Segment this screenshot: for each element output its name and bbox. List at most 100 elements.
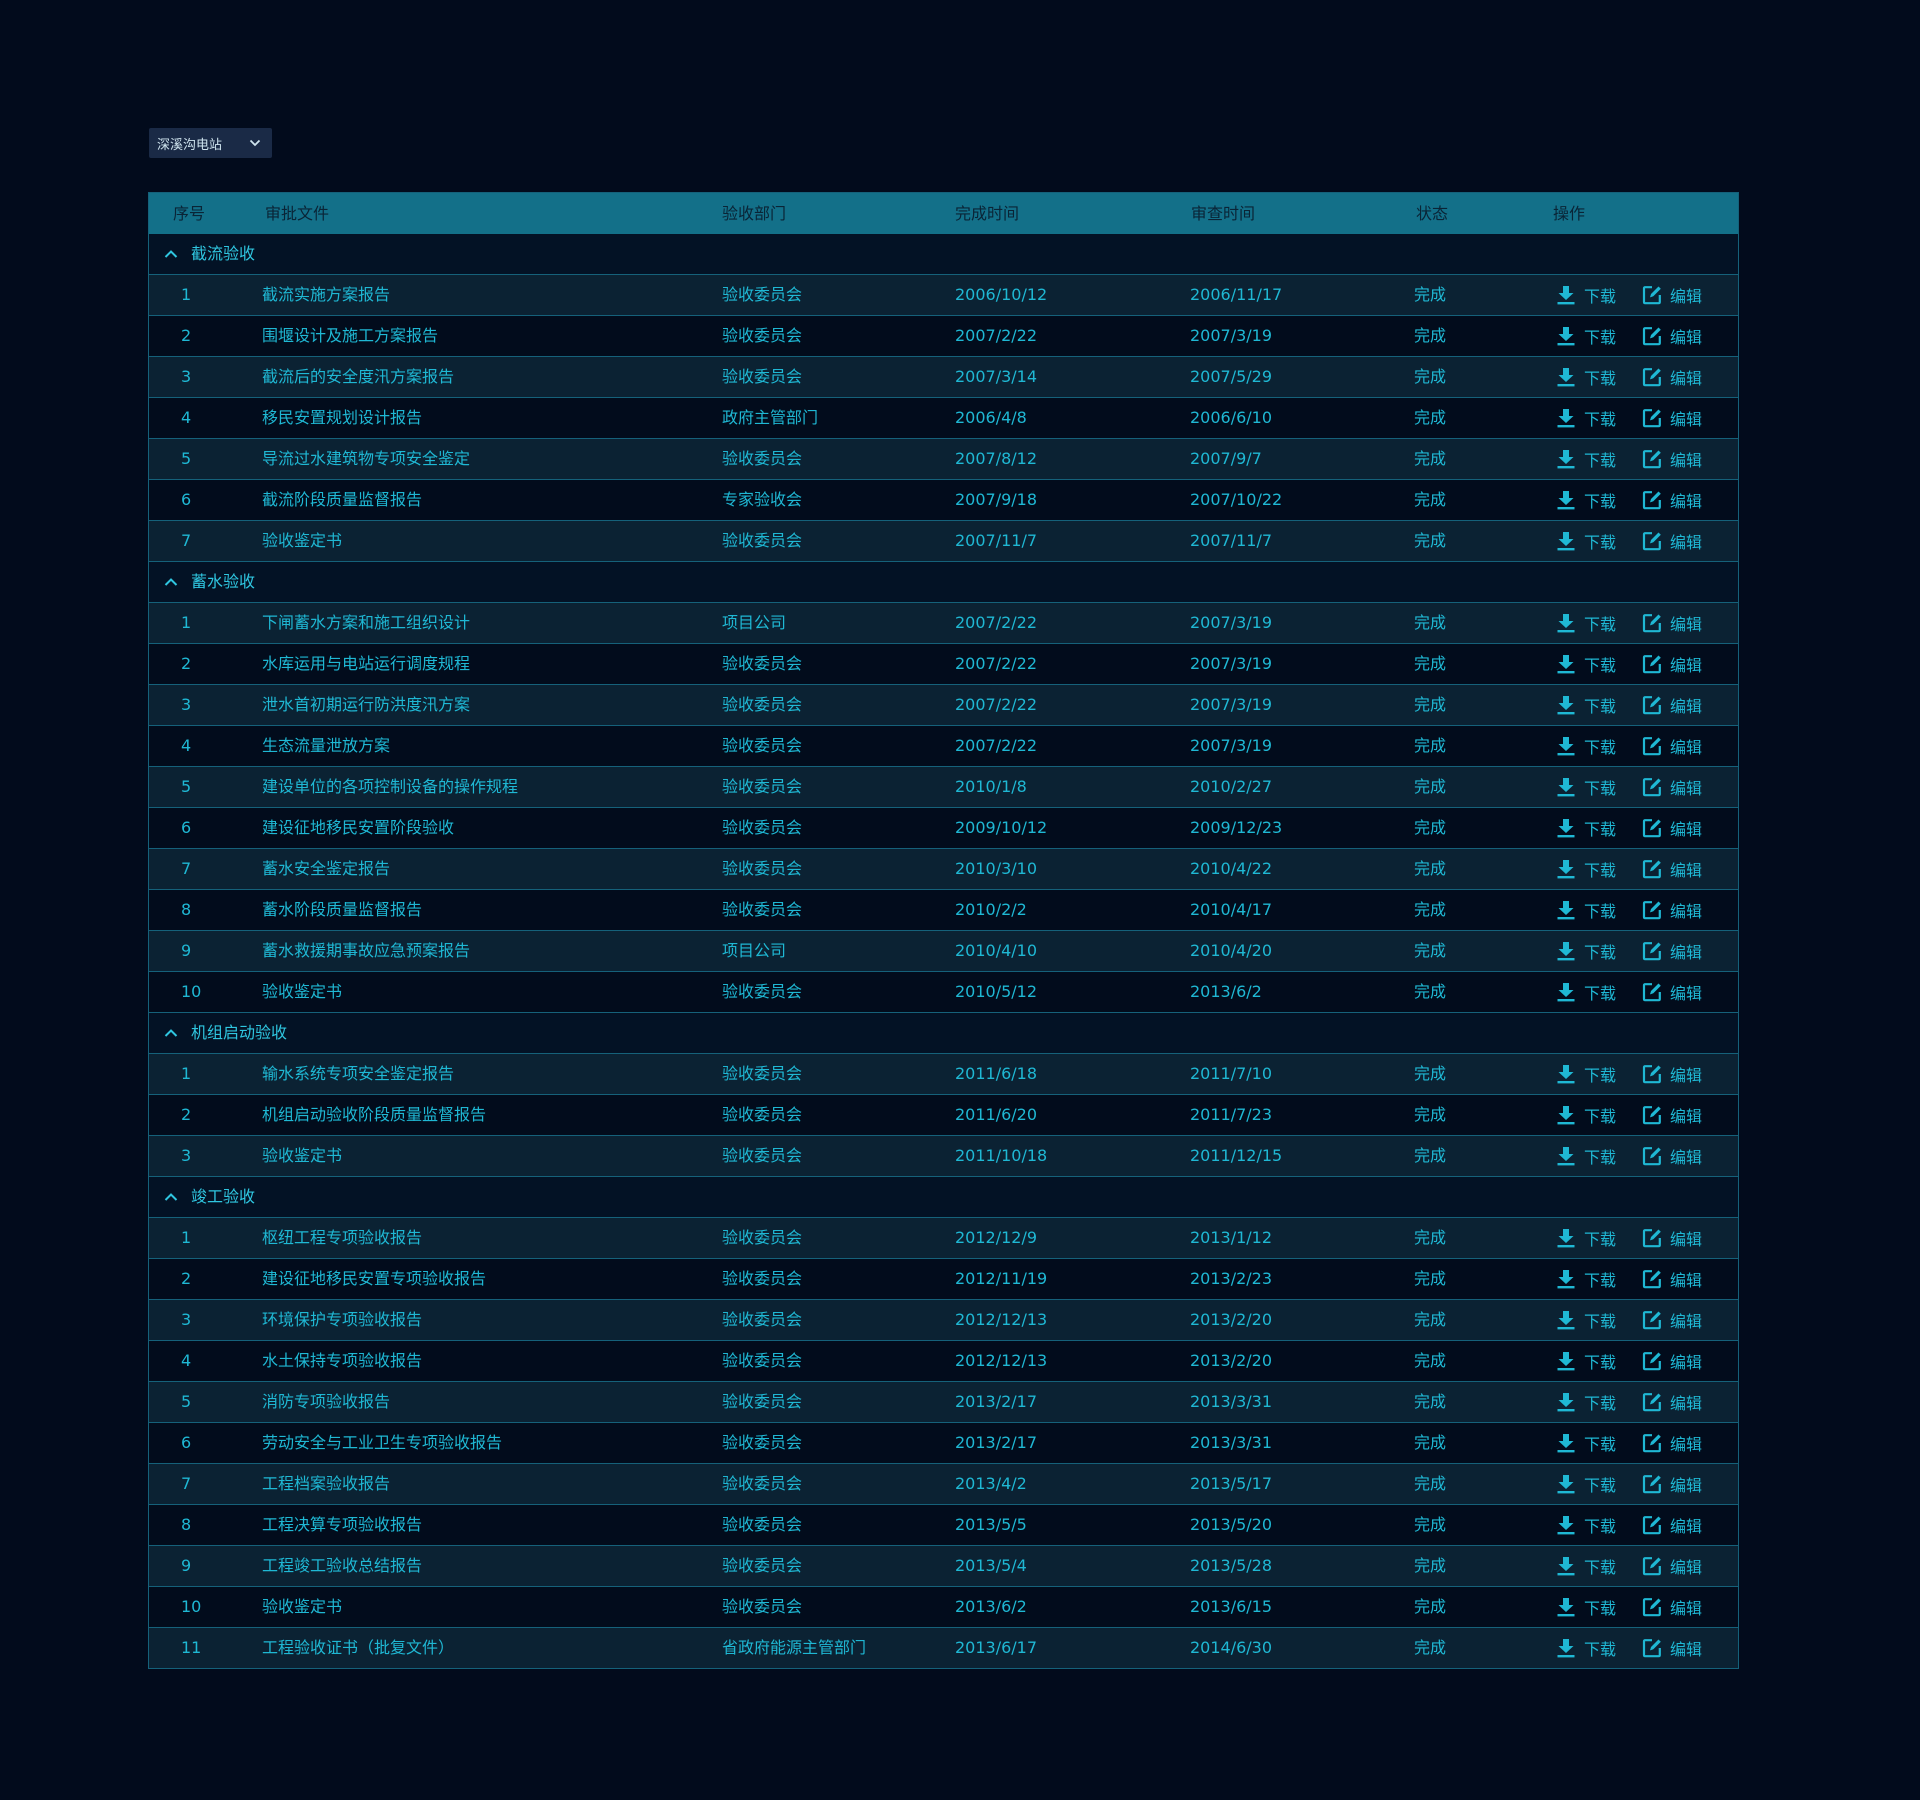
download-button[interactable]: 下载 [1555,644,1616,684]
edit-button[interactable]: 编辑 [1641,1300,1702,1340]
download-button[interactable]: 下载 [1555,767,1616,807]
edit-button[interactable]: 编辑 [1641,275,1702,315]
row-document-link[interactable]: 下闸蓄水方案和施工组织设计 [262,613,471,632]
download-button[interactable]: 下载 [1555,1259,1616,1299]
edit-button[interactable]: 编辑 [1641,685,1702,725]
row-document-link[interactable]: 工程决算专项验收报告 [262,1515,423,1534]
edit-button[interactable]: 编辑 [1641,1423,1702,1463]
download-button[interactable]: 下载 [1555,1382,1616,1422]
download-button[interactable]: 下载 [1555,480,1616,520]
edit-button[interactable]: 编辑 [1641,1628,1702,1668]
download-button[interactable]: 下载 [1555,1464,1616,1504]
download-button[interactable]: 下载 [1555,931,1616,971]
group-row[interactable]: 截流验收 [149,234,1738,275]
row-document-link[interactable]: 建设征地移民安置阶段验收 [262,818,455,837]
row-document-link[interactable]: 移民安置规划设计报告 [262,408,423,427]
edit-button[interactable]: 编辑 [1641,1341,1702,1381]
row-document-link[interactable]: 工程验收证书（批复文件） [262,1638,455,1657]
row-document-link[interactable]: 验收鉴定书 [262,982,343,1001]
edit-button[interactable]: 编辑 [1641,1587,1702,1627]
download-button[interactable]: 下载 [1555,1218,1616,1258]
download-button[interactable]: 下载 [1555,1136,1616,1176]
row-document-link[interactable]: 验收鉴定书 [262,1146,343,1165]
edit-button[interactable]: 编辑 [1641,972,1702,1012]
download-button[interactable]: 下载 [1555,1628,1616,1668]
download-button[interactable]: 下载 [1555,972,1616,1012]
row-document-link[interactable]: 蓄水救援期事故应急预案报告 [262,941,471,960]
edit-button[interactable]: 编辑 [1641,521,1702,561]
edit-button[interactable]: 编辑 [1641,808,1702,848]
row-document-link[interactable]: 机组启动验收阶段质量监督报告 [262,1105,487,1124]
edit-button[interactable]: 编辑 [1641,767,1702,807]
row-document-link[interactable]: 建设征地移民安置专项验收报告 [262,1269,487,1288]
edit-button[interactable]: 编辑 [1641,726,1702,766]
edit-button[interactable]: 编辑 [1641,316,1702,356]
download-button[interactable]: 下载 [1555,849,1616,889]
download-button[interactable]: 下载 [1555,726,1616,766]
edit-button[interactable]: 编辑 [1641,1095,1702,1135]
chevron-up-icon[interactable] [163,1189,179,1205]
chevron-up-icon[interactable] [163,574,179,590]
download-button[interactable]: 下载 [1555,398,1616,438]
download-button[interactable]: 下载 [1555,890,1616,930]
row-document-link[interactable]: 截流后的安全度汛方案报告 [262,367,455,386]
row-document-link[interactable]: 工程档案验收报告 [262,1474,391,1493]
edit-button[interactable]: 编辑 [1641,398,1702,438]
edit-button[interactable]: 编辑 [1641,357,1702,397]
row-document-link[interactable]: 水土保持专项验收报告 [262,1351,423,1370]
chevron-up-icon[interactable] [163,1025,179,1041]
group-row[interactable]: 机组启动验收 [149,1013,1738,1054]
row-document-link[interactable]: 消防专项验收报告 [262,1392,391,1411]
row-document-link[interactable]: 围堰设计及施工方案报告 [262,326,439,345]
download-button[interactable]: 下载 [1555,808,1616,848]
row-document-link[interactable]: 枢纽工程专项验收报告 [262,1228,423,1247]
edit-button[interactable]: 编辑 [1641,644,1702,684]
row-document-link[interactable]: 泄水首初期运行防洪度汛方案 [262,695,471,714]
download-button[interactable]: 下载 [1555,685,1616,725]
edit-button[interactable]: 编辑 [1641,439,1702,479]
row-document-link[interactable]: 蓄水安全鉴定报告 [262,859,391,878]
download-button[interactable]: 下载 [1555,1423,1616,1463]
row-document-link[interactable]: 导流过水建筑物专项安全鉴定 [262,449,471,468]
edit-button[interactable]: 编辑 [1641,1382,1702,1422]
edit-button[interactable]: 编辑 [1641,1259,1702,1299]
row-document-link[interactable]: 劳动安全与工业卫生专项验收报告 [262,1433,503,1452]
edit-button[interactable]: 编辑 [1641,849,1702,889]
row-document-link[interactable]: 验收鉴定书 [262,531,343,550]
edit-button[interactable]: 编辑 [1641,1505,1702,1545]
row-document-link[interactable]: 蓄水阶段质量监督报告 [262,900,423,919]
group-row[interactable]: 竣工验收 [149,1177,1738,1218]
edit-button[interactable]: 编辑 [1641,1546,1702,1586]
download-button[interactable]: 下载 [1555,1587,1616,1627]
edit-button[interactable]: 编辑 [1641,1464,1702,1504]
download-button[interactable]: 下载 [1555,1095,1616,1135]
edit-button[interactable]: 编辑 [1641,1218,1702,1258]
row-document-link[interactable]: 环境保护专项验收报告 [262,1310,423,1329]
edit-button[interactable]: 编辑 [1641,931,1702,971]
row-document-link[interactable]: 建设单位的各项控制设备的操作规程 [262,777,519,796]
download-button[interactable]: 下载 [1555,275,1616,315]
edit-button[interactable]: 编辑 [1641,603,1702,643]
group-row[interactable]: 蓄水验收 [149,562,1738,603]
row-document-link[interactable]: 工程竣工验收总结报告 [262,1556,423,1575]
download-button[interactable]: 下载 [1555,357,1616,397]
download-button[interactable]: 下载 [1555,603,1616,643]
station-select[interactable]: 深溪沟电站 [149,128,272,158]
row-document-link[interactable]: 水库运用与电站运行调度规程 [262,654,471,673]
download-button[interactable]: 下载 [1555,1505,1616,1545]
row-document-link[interactable]: 截流实施方案报告 [262,285,391,304]
edit-button[interactable]: 编辑 [1641,890,1702,930]
chevron-up-icon[interactable] [163,246,179,262]
row-document-link[interactable]: 验收鉴定书 [262,1597,343,1616]
row-document-link[interactable]: 输水系统专项安全鉴定报告 [262,1064,455,1083]
edit-button[interactable]: 编辑 [1641,1136,1702,1176]
download-button[interactable]: 下载 [1555,1546,1616,1586]
row-document-link[interactable]: 截流阶段质量监督报告 [262,490,423,509]
edit-button[interactable]: 编辑 [1641,1054,1702,1094]
download-button[interactable]: 下载 [1555,1300,1616,1340]
download-button[interactable]: 下载 [1555,1341,1616,1381]
download-button[interactable]: 下载 [1555,1054,1616,1094]
edit-button[interactable]: 编辑 [1641,480,1702,520]
row-document-link[interactable]: 生态流量泄放方案 [262,736,391,755]
download-button[interactable]: 下载 [1555,521,1616,561]
